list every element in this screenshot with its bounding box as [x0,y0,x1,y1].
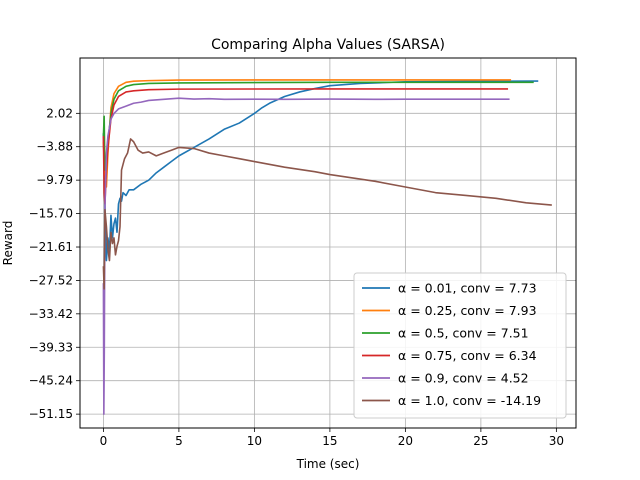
y-tick-label: −51.15 [29,407,73,421]
x-axis-label: Time (sec) [296,457,360,471]
y-tick-label: −33.42 [29,307,73,321]
y-tick-label: −15.70 [29,207,73,221]
y-tick-label: −39.33 [29,340,73,354]
y-tick-label: −27.52 [29,273,73,287]
series-line-5 [102,138,552,290]
legend-label: α = 0.25, conv = 7.93 [398,303,537,318]
grid [80,58,576,428]
series-group [102,79,552,415]
y-tick-label: −21.61 [29,240,73,254]
x-tick-label: 30 [549,434,564,448]
x-tick-label: 5 [175,434,183,448]
x-axis: 0 5 10 15 20 25 30 [100,428,564,448]
series-line-4 [102,97,510,415]
legend-label: α = 1.0, conv = -14.19 [398,393,541,408]
x-tick-label: 25 [473,434,488,448]
y-axis-label: Reward [1,221,15,266]
y-tick-label: −9.79 [36,173,73,187]
legend: α = 0.01, conv = 7.73 α = 0.25, conv = 7.… [353,272,567,419]
x-tick-label: 20 [398,434,413,448]
x-tick-label: 15 [322,434,337,448]
legend-label: α = 0.9, conv = 4.52 [398,371,529,386]
series-line-0 [102,80,539,262]
legend-label: α = 0.5, conv = 7.51 [398,326,529,341]
legend-label: α = 0.01, conv = 7.73 [398,281,537,296]
x-tick-label: 10 [247,434,262,448]
y-axis: 2.02 −3.88 −9.79 −15.70 −21.61 −27.52 −33.42 −3… [29,106,80,421]
y-tick-label: 2.02 [46,106,73,120]
chart-title: Comparing Alpha Values (SARSA) [211,37,445,53]
legend-box [353,272,567,419]
y-tick-label: −3.88 [36,140,73,154]
legend-label: α = 0.75, conv = 6.34 [398,348,537,363]
plot-frame [79,57,577,429]
x-tick-label: 0 [100,434,108,448]
y-tick-label: −45.24 [29,374,73,388]
